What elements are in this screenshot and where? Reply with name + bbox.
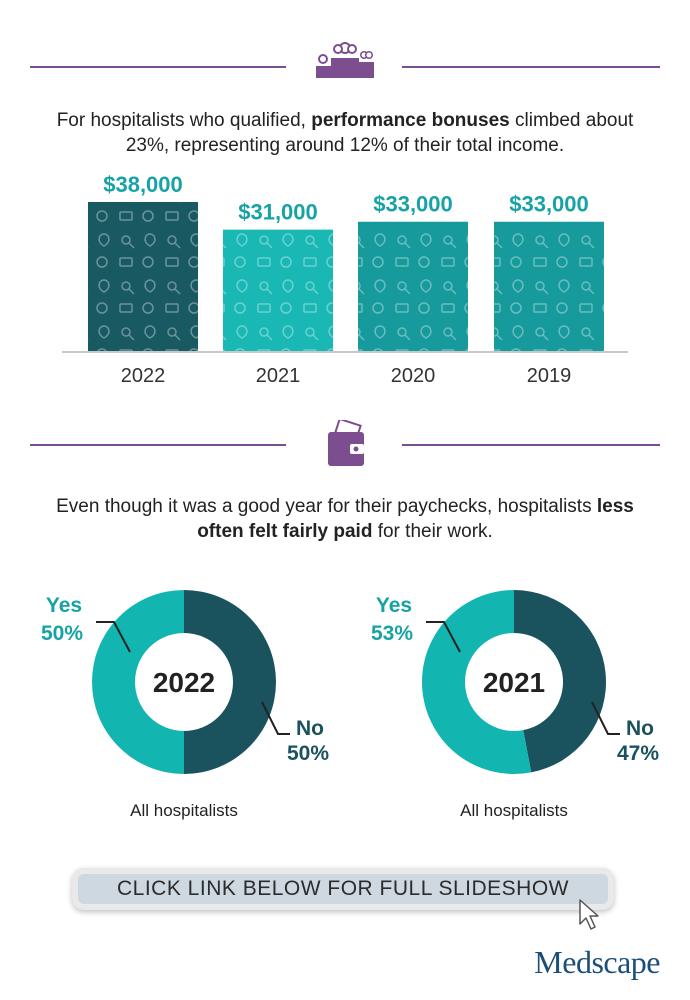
donut-yes-name: Yes	[376, 594, 412, 617]
fair-pay-headline: Even though it was a good year for their…	[40, 494, 650, 544]
donut-no-name: No	[296, 717, 324, 740]
donut-slice-yes	[92, 590, 184, 774]
bar-category-label: 2021	[256, 365, 301, 387]
cursor-arrow-icon	[578, 898, 600, 937]
bar-pattern-2019	[494, 221, 604, 352]
slideshow-cta-button[interactable]: CLICK LINK BELOW FOR FULL SLIDESHOW	[72, 868, 614, 910]
bonus-bar-chart: $38,000 2022 $31,000 2021 $33,000 2020 $33,000…	[62, 172, 628, 387]
bar-value-label: $33,000	[509, 192, 589, 217]
money-podium-icon	[314, 40, 376, 85]
bar-category-label: 2022	[121, 365, 166, 387]
bar-pattern-2020	[358, 221, 468, 352]
donut-yes-value: 50%	[41, 622, 83, 645]
bar-pattern-2022	[88, 202, 198, 352]
donut-no-name: No	[626, 717, 654, 740]
bonus-headline-bold: performance bonuses	[311, 110, 510, 131]
donut-yes-name: Yes	[46, 594, 82, 617]
bar-value-label: $33,000	[373, 192, 453, 217]
divider-top-left	[30, 66, 286, 68]
divider-top-right	[402, 66, 660, 68]
donut-caption: All hospitalists	[460, 801, 568, 820]
donut-slice-no	[184, 590, 276, 774]
donut-slice-yes	[422, 590, 532, 774]
donut-no-leader	[261, 701, 290, 735]
donut-no-value: 50%	[287, 742, 329, 765]
medscape-logo: Medscape	[534, 944, 660, 980]
bar-category-label: 2020	[391, 365, 436, 387]
divider-mid-right	[402, 444, 660, 446]
donut-yes-value: 53%	[371, 622, 413, 645]
wallet-icon	[326, 417, 368, 473]
donut-no-leader	[591, 701, 620, 735]
donut-center-label: 2021	[483, 667, 545, 698]
donut-slice-no	[514, 590, 606, 773]
bar-pattern-2021	[223, 229, 333, 352]
donut-caption: All hospitalists	[130, 801, 238, 820]
donut-yes-leader	[96, 621, 131, 653]
bonus-headline-pre: For hospitalists who qualified,	[56, 110, 312, 131]
fair-pay-headline-pre: Even though it was a good year for their…	[56, 496, 597, 517]
fair-pay-headline-bold: less often felt fairly paid	[197, 496, 634, 542]
donut-no-value: 47%	[617, 742, 659, 765]
bonus-headline: For hospitalists who qualified, performa…	[40, 108, 650, 158]
donut-yes-leader	[426, 621, 461, 653]
donut-center-label: 2022	[153, 667, 215, 698]
fair-pay-headline-post: for their work.	[372, 521, 493, 542]
slideshow-cta-label[interactable]: CLICK LINK BELOW FOR FULL SLIDESHOW	[78, 874, 608, 904]
bonus-headline-post: climbed about 23%, representing around 1…	[125, 110, 634, 156]
divider-mid-left	[30, 444, 286, 446]
bar-value-label: $31,000	[238, 200, 318, 225]
bar-value-label: $38,000	[103, 172, 183, 197]
bar-category-label: 2019	[527, 365, 572, 387]
